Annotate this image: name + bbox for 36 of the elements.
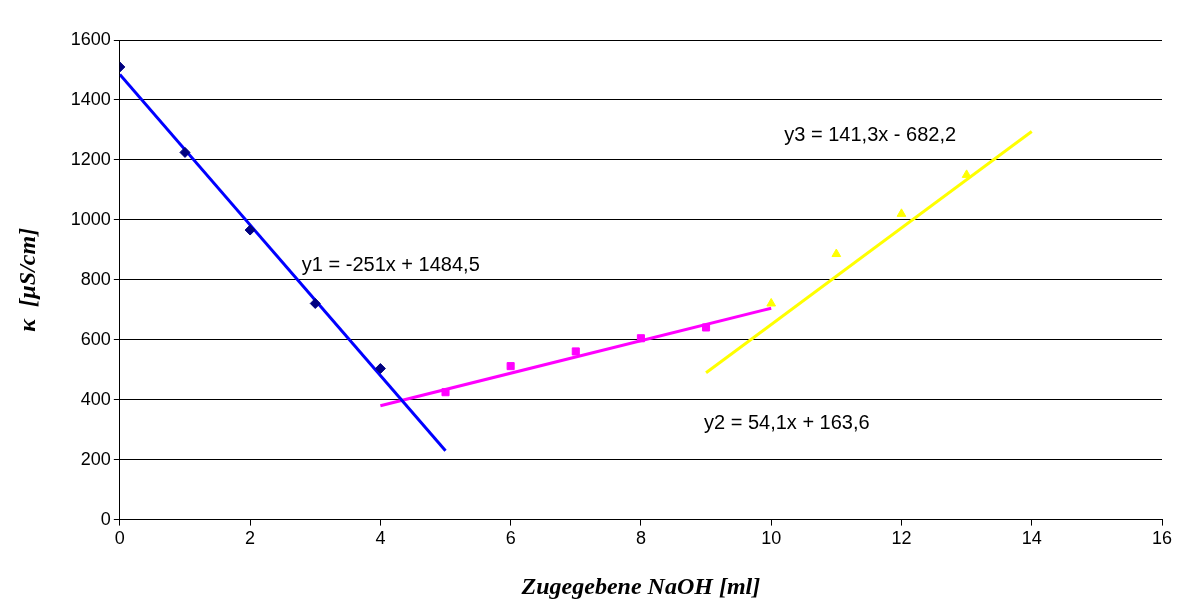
point [506,362,515,371]
x-tick-label: 8 [635,528,646,549]
x-tick-label: 6 [505,528,516,549]
point [961,169,972,178]
y-tick-label: 800 [80,268,111,289]
point [636,334,645,343]
y-axis-title: κ [µS/cm] [13,227,40,332]
y-tick-label: 1600 [70,28,111,49]
point [766,297,777,307]
point [309,297,321,309]
y-tick-label: 1200 [70,148,111,169]
y-tick-label: 200 [80,448,111,469]
y-tick-label: 1400 [70,88,111,109]
point [179,146,191,158]
x-tick-label: 16 [1151,528,1173,549]
y-tick-label: 400 [80,388,111,409]
x-tick-label: 12 [891,528,912,549]
x-tick-label: 4 [375,528,386,549]
x-tick-label: 14 [1021,528,1042,549]
y-tick-label: 600 [80,328,111,349]
point [896,208,907,217]
x-tick-label: 0 [114,528,125,549]
point [441,388,450,397]
y-tick-label: 1000 [70,208,111,229]
x-axis-title: Zugegebene NaOH [ml] [520,572,761,599]
point [244,224,256,236]
point [571,347,580,356]
y-tick-label: 0 [100,508,111,529]
x-tick-label: 10 [761,528,782,549]
annotation: y3 = 141,3x - 682,2 [784,123,957,146]
x-tick-label: 2 [245,528,256,549]
point [702,323,711,332]
annotation: y2 = 54,1x + 163,6 [703,411,870,434]
annotation: y1 = -251x + 1484,5 [301,252,480,275]
point [374,363,386,375]
point [831,248,842,258]
